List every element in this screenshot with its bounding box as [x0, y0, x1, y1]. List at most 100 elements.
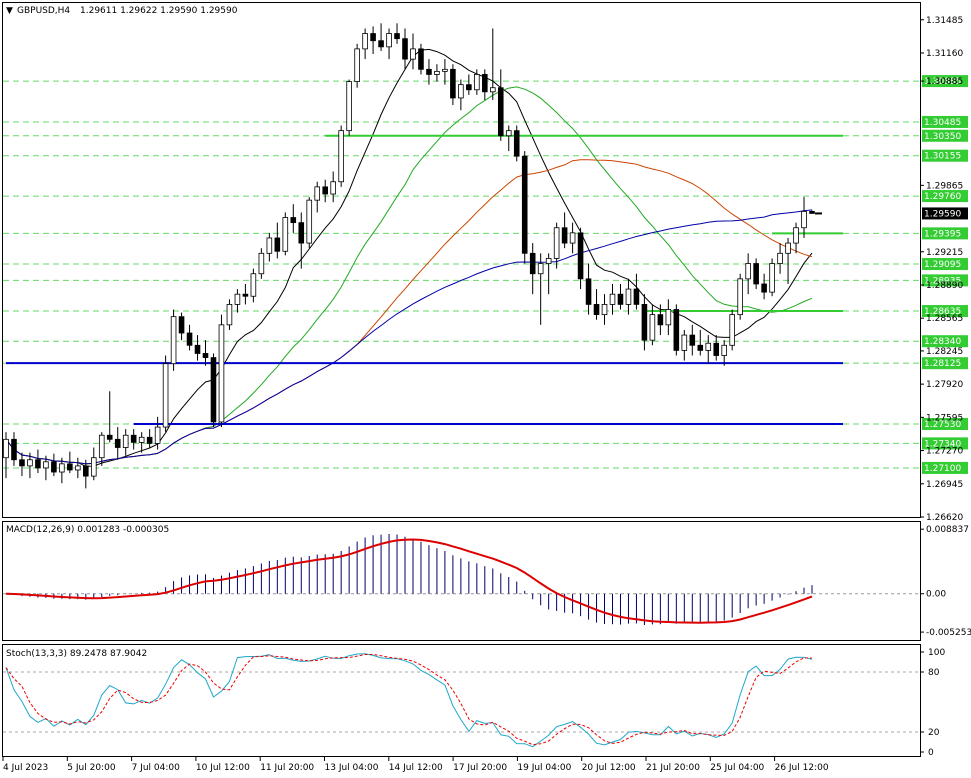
candle-body: [258, 252, 265, 275]
candle-body: [394, 33, 400, 40]
macd-tick-label: 0.008837: [926, 525, 969, 535]
level-box: [922, 258, 968, 271]
candle-body: [434, 70, 440, 75]
level-box: [922, 129, 968, 142]
candle-body: [617, 293, 624, 305]
candle-body: [274, 237, 281, 252]
candle-body: [569, 232, 576, 244]
macd-tick-label: 0.00: [926, 590, 946, 600]
chart-symbol-label: GBPUSD,H4: [17, 6, 70, 16]
ma-line-blue: [5, 209, 813, 465]
stoch-d-line: [5, 653, 813, 746]
candle-body: [489, 87, 496, 93]
candle-body: [474, 74, 480, 91]
macd-panel-frame: [2, 521, 921, 641]
stoch-panel-frame: [2, 644, 921, 757]
candle-body: [585, 278, 592, 305]
price-tick-label: 1.31485: [926, 16, 963, 26]
candle-body: [601, 304, 608, 316]
price-tick-label: 1.31160: [926, 49, 963, 59]
candle-body: [418, 48, 424, 70]
candles-layer: [3, 23, 815, 489]
candle-body: [529, 252, 536, 275]
candle-body: [402, 38, 408, 60]
level-label: 1.27100: [924, 464, 961, 474]
level-label: 1.28635: [924, 307, 961, 317]
candle-body: [458, 84, 464, 99]
chart-header-arrow-icon[interactable]: ▼: [6, 6, 13, 16]
candle-body: [705, 342, 712, 351]
candle-body: [649, 314, 656, 341]
candle-body: [609, 293, 616, 305]
candle-body: [370, 33, 376, 42]
candle-body: [777, 252, 783, 264]
time-tick-label: 11 Jul 20:00: [260, 763, 314, 773]
level-label: 1.29395: [924, 229, 961, 239]
candle-body: [354, 48, 360, 82]
candle-body: [521, 155, 528, 254]
axis-labels-layer: 1.31485 1.31160 1.30885 1.29865 1.29215 1.288…: [815, 16, 968, 523]
time-tick-label: 7 Jul 04:00: [132, 763, 181, 773]
stoch-layer: 100 80 20 0: [3, 648, 945, 758]
level-box: [922, 357, 968, 370]
candle-body: [505, 130, 512, 137]
macd-tick-label: -0.005253: [926, 628, 971, 638]
price-tick-label: 1.27920: [926, 380, 963, 390]
level-label: 1.29095: [924, 260, 961, 270]
time-tick-label: 25 Jul 04:00: [710, 763, 764, 773]
macd-label: MACD(12,26,9) 0.001283 -0.000305: [6, 525, 169, 535]
candle-body: [154, 426, 161, 444]
candle-body: [266, 237, 273, 254]
candle-body: [537, 263, 544, 275]
candle-body: [729, 314, 735, 346]
candle-body: [146, 436, 153, 444]
candle-body: [122, 434, 129, 448]
candle-body: [51, 461, 57, 473]
price-tick-label: 1.26620: [926, 513, 963, 523]
time-tick-label: 21 Jul 20:00: [646, 763, 700, 773]
candle-body: [306, 199, 313, 244]
time-tick-label: 14 Jul 12:00: [389, 763, 443, 773]
candle-body: [330, 181, 336, 195]
level-label: 1.27340: [924, 439, 961, 449]
price-tick-label: 1.28245: [926, 347, 963, 357]
candle-body: [378, 40, 384, 48]
price-tick-label: 1.29215: [926, 248, 963, 258]
stoch-tick-label: 100: [928, 648, 945, 658]
candle-body: [67, 463, 73, 471]
level-box: [922, 227, 968, 240]
time-tick-label: 17 Jul 20:00: [453, 763, 507, 773]
price-tick-label: 1.30885: [926, 77, 963, 87]
level-box: [922, 417, 968, 430]
candle-body: [218, 324, 225, 423]
chart-ohlc-label: 1.29611 1.29622 1.29590 1.29590: [80, 6, 238, 16]
candle-body: [673, 309, 680, 351]
candle-body: [633, 288, 640, 305]
candle-body: [106, 434, 113, 440]
candle-body: [689, 334, 696, 346]
candle-body: [681, 334, 688, 351]
candle-body: [59, 463, 65, 473]
candle-body: [35, 459, 41, 469]
time-axis-layer: 4 Jul 2023 5 Jul 20:00 7 Jul 04:00 10 Jul 1…: [2, 757, 829, 773]
level-label: 1.30885: [924, 77, 961, 87]
candle-body: [769, 263, 775, 293]
candle-body: [721, 344, 728, 356]
candle-body: [19, 459, 25, 467]
candle-body: [226, 304, 233, 326]
candle-body: [426, 68, 432, 75]
price-tick-label: 1.28890: [926, 281, 963, 291]
candle-body: [138, 436, 145, 443]
level-box: [922, 115, 968, 128]
candle-body: [178, 316, 185, 334]
time-tick-label: 5 Jul 20:00: [67, 763, 116, 773]
candle-body: [593, 304, 600, 316]
time-tick-label: 10 Jul 12:00: [196, 763, 250, 773]
level-label: 1.30350: [924, 132, 961, 142]
candle-body: [793, 227, 799, 244]
level-box: [922, 305, 968, 318]
candle-body: [346, 81, 352, 132]
candle-body: [809, 210, 815, 214]
level-label: 1.30485: [924, 118, 961, 128]
